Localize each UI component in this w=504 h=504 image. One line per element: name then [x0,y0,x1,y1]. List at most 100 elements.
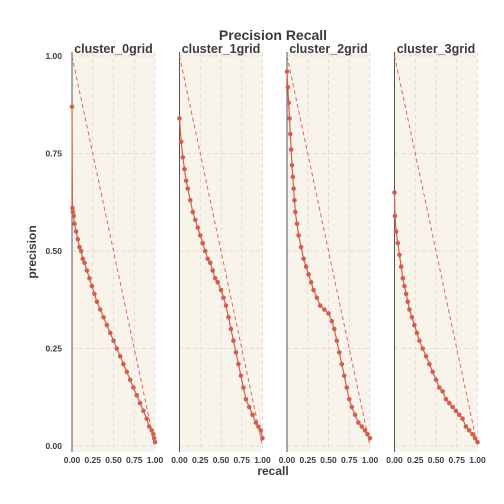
data-point [392,213,398,219]
data-point [344,385,350,390]
data-point [70,205,75,211]
data-point [231,338,236,344]
y-tick-label: 0.25 [45,344,62,354]
x-tick-label: 0.50 [320,455,337,465]
data-point [69,104,75,109]
data-point [317,303,323,308]
x-tick-label: 1.00 [362,455,379,465]
data-point [400,276,406,281]
data-point [111,338,116,344]
y-tick-label: 0.75 [45,149,62,159]
data-point [101,315,106,320]
x-tick-label: 0.25 [299,455,316,465]
data-point [284,69,290,74]
data-point [437,385,442,390]
data-point [178,139,184,145]
data-point [215,279,220,285]
data-point [121,361,126,367]
data-point [286,100,291,106]
y-tick-label: 0.50 [45,246,62,256]
data-point [285,84,291,90]
data-point [409,315,415,320]
data-point [241,385,246,390]
data-point [258,428,264,433]
data-point [233,350,239,355]
data-point [290,174,296,180]
data-point [443,396,449,402]
data-point [89,283,95,289]
chart-title: Precision Recall [219,27,327,43]
data-point [475,439,480,445]
x-tick-label: 0.75 [233,455,250,465]
reference-line [71,55,156,447]
data-point [92,291,97,297]
data-point [336,350,342,355]
data-point [146,424,152,429]
data-point [322,307,327,312]
data-point [293,209,298,215]
data-point [134,393,140,398]
data-point [195,225,201,230]
data-point [70,209,76,215]
data-point [392,190,397,195]
data-point [200,240,206,246]
data-point [398,264,404,269]
data-point [367,435,373,441]
panel-cluster-0grid: cluster_0grid 0.00 0.25 0.50 0.75 1.00 [64,42,164,465]
data-point [456,412,462,418]
data-point [177,116,182,121]
x-tick-label: 0.75 [448,455,465,465]
x-tick-label: 0.75 [341,455,358,465]
x-tick-label: 0.00 [386,455,403,465]
data-point [427,361,432,367]
data-point [131,385,136,390]
facet-label: cluster_0grid [74,42,153,56]
data-point [152,439,158,445]
data-point [190,209,196,215]
data-point [221,295,226,301]
data-point [205,256,211,262]
data-point [460,416,465,422]
data-point [446,400,452,406]
data-point [87,276,92,281]
panel-cluster-1grid: cluster_1grid 0.00 0.25 0.50 0.75 1.00 [171,42,271,465]
data-point [144,416,149,422]
y-axis-ticks: 0.00 0.25 0.50 0.75 1.00 [45,51,62,451]
data-point [82,260,87,266]
data-point [141,408,146,414]
data-point [75,237,81,242]
data-point [77,244,82,250]
x-tick-label: 0.25 [407,455,424,465]
data-point [362,428,368,433]
facet-label: cluster_1grid [182,42,261,56]
data-point [151,432,156,437]
data-point [94,299,100,305]
x-tick-label: 0.25 [192,455,209,465]
data-point [341,373,347,379]
data-point [329,318,335,324]
data-point [288,131,293,137]
data-point [356,420,361,425]
reference-line [286,55,371,447]
data-point [197,233,203,238]
data-point [440,389,445,394]
data-point [71,213,76,219]
data-point [151,435,157,441]
data-point [72,221,77,226]
data-point [149,428,154,433]
data-point [450,404,455,410]
data-point [470,432,475,437]
data-point [117,354,123,359]
x-tick-label: 1.00 [254,455,271,465]
data-point [253,420,259,425]
data-point [192,217,198,223]
x-tick-label: 0.50 [213,455,230,465]
data-point [294,221,300,226]
data-point [187,198,193,203]
data-point [226,315,231,320]
data-point [472,435,478,441]
x-tick-label: 0.00 [64,455,81,465]
data-point [84,268,90,273]
data-point [402,283,407,289]
